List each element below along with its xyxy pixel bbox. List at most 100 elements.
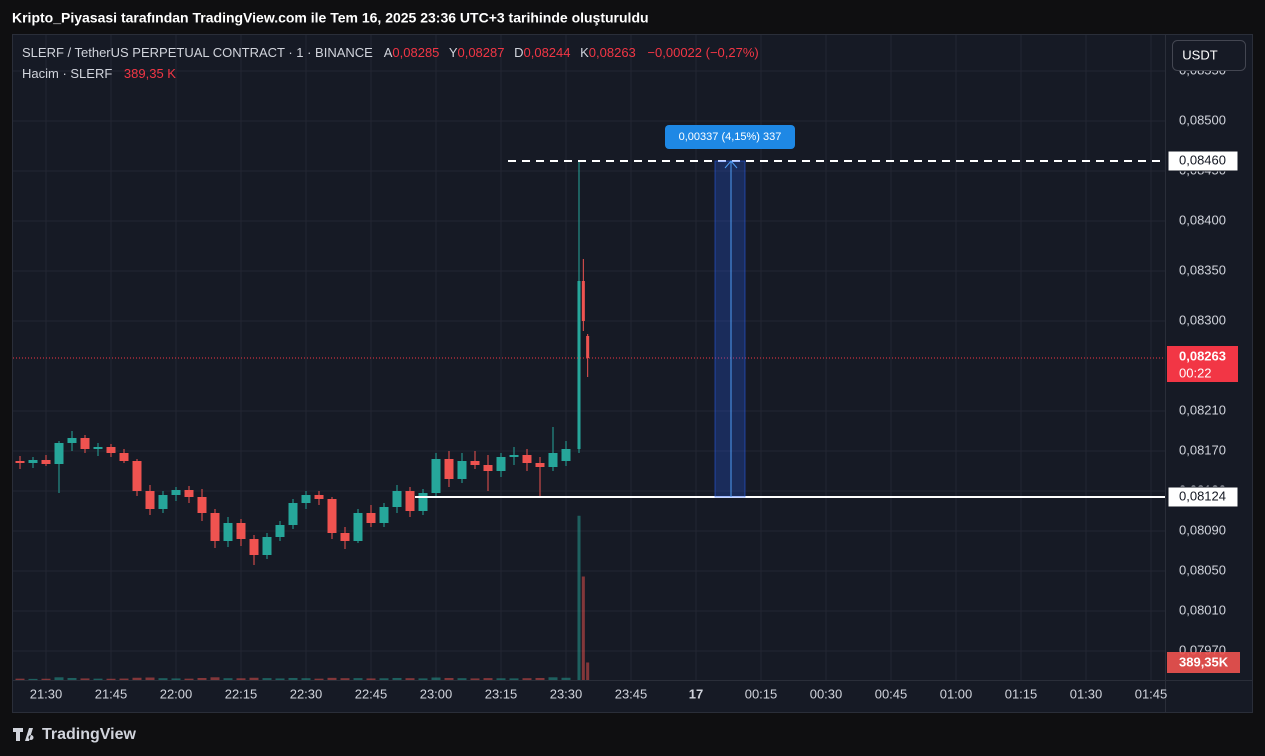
candle-body — [457, 461, 467, 479]
footer-logo: TradingView — [13, 726, 137, 743]
x-tick-label: 22:45 — [355, 686, 388, 701]
candle-body — [301, 495, 311, 503]
last-price-badge — [1167, 346, 1238, 382]
logo-icon — [13, 728, 34, 741]
candle-body — [483, 465, 493, 471]
candle-body — [223, 523, 233, 541]
candle-body — [470, 461, 480, 465]
volume-bar — [431, 677, 441, 680]
candle-body — [405, 491, 415, 511]
candle-body — [184, 490, 194, 497]
candle-body — [431, 459, 441, 493]
volume-bar — [522, 678, 532, 680]
countdown-label: 00:22 — [1179, 365, 1212, 380]
legend-low: 0,08244 — [524, 45, 571, 60]
candle-body — [41, 460, 51, 464]
currency-label[interactable]: USDT — [1182, 47, 1217, 62]
volume-bar — [535, 677, 545, 680]
volume-badge — [1167, 652, 1240, 673]
volume-bar — [158, 678, 168, 680]
legend-key: Y — [449, 45, 458, 60]
candle-body — [327, 499, 337, 533]
volume-bar — [366, 678, 376, 680]
volume-bar — [262, 678, 272, 680]
x-tick-label: 00:15 — [745, 686, 778, 701]
footer-brand: TradingView — [42, 726, 137, 743]
volume-bar — [223, 678, 233, 680]
candle-body — [444, 459, 454, 479]
legend-line: SLERF / TetherUS PERPETUAL CONTRACT · 1 … — [22, 45, 759, 60]
legend-close: 0,08263 — [589, 45, 636, 60]
y-tick-label: 0,08500 — [1179, 112, 1226, 127]
y-tick-label: 0,08350 — [1179, 262, 1226, 277]
candle-body — [80, 438, 90, 449]
volume-bar — [249, 677, 259, 680]
legend-key: D — [514, 45, 523, 60]
candle-body — [236, 523, 246, 539]
volume-bar — [314, 678, 324, 680]
candle-body — [210, 513, 220, 541]
candle-body — [171, 490, 181, 495]
volume-bar — [197, 677, 207, 680]
currency-button[interactable] — [1172, 40, 1246, 71]
x-tick-label: 22:30 — [290, 686, 323, 701]
volume-bar — [106, 678, 116, 680]
candle-body — [106, 447, 116, 453]
x-tick-label: 23:30 — [550, 686, 583, 701]
candle-body — [418, 493, 428, 511]
candle-body — [577, 281, 581, 449]
candle-body — [197, 497, 207, 513]
candle-body — [158, 495, 168, 509]
volume-bar — [405, 678, 415, 680]
candle-body — [93, 447, 103, 449]
volume-bar — [577, 515, 581, 680]
volume-bar — [509, 678, 519, 680]
overlay: 0,08263 00:22 0,00337 (4,15%) 337 0,08124 0,… — [13, 125, 1240, 673]
x-tick-label: 21:45 — [95, 686, 128, 701]
legend-volume-key: Hacim · SLERF — [22, 66, 112, 81]
candle-body — [262, 537, 272, 555]
candle-body — [561, 449, 571, 461]
x-tick-label: 17 — [689, 686, 703, 701]
plot — [15, 161, 590, 680]
volume-bar — [171, 678, 181, 680]
y-tick-label: 0,08170 — [1179, 442, 1226, 457]
candle-body — [379, 507, 389, 523]
candle-body — [522, 455, 532, 463]
volume-badge-label: 389,35K — [1179, 654, 1229, 669]
x-tick-label: 22:00 — [160, 686, 193, 701]
volume-bar — [119, 678, 129, 680]
candle-body — [581, 281, 585, 321]
x-tick-label: 00:45 — [875, 686, 908, 701]
y-tick-label: 0,08010 — [1179, 602, 1226, 617]
candle-body — [28, 460, 38, 463]
candle-body — [509, 455, 519, 457]
measure-label-bg — [665, 125, 795, 149]
volume-bar — [210, 677, 220, 680]
volume-bar — [145, 677, 155, 680]
candle-body — [15, 461, 25, 463]
volume-bar — [28, 678, 38, 680]
level-label: 0,08460 — [1179, 152, 1226, 167]
volume-bar — [470, 678, 480, 680]
x-tick-label: 23:45 — [615, 686, 648, 701]
volume-bar — [15, 678, 25, 680]
y-tick-label: 0,08050 — [1179, 562, 1226, 577]
measure-box — [714, 160, 746, 498]
legend-symbol: SLERF / TetherUS PERPETUAL CONTRACT · 1 … — [22, 45, 373, 60]
header-title: Kripto_Piyasasi tarafından TradingView.c… — [12, 10, 649, 26]
measure-arrowhead — [724, 160, 738, 169]
last-price-label: 0,08263 — [1179, 348, 1226, 363]
chart-panel — [12, 34, 1253, 713]
candle-body — [67, 438, 77, 443]
level-label: 0,08124 — [1179, 488, 1226, 503]
candle-body — [548, 453, 558, 467]
volume-bar — [327, 677, 337, 680]
legend-volume-line: Hacim · SLERF 389,35 K — [22, 66, 176, 81]
volume-bar — [54, 677, 64, 680]
y-tick-label: 0,08210 — [1179, 402, 1226, 417]
volume-bar — [444, 677, 454, 680]
volume-bar — [67, 677, 77, 680]
candle-body — [54, 443, 64, 464]
legend-change: −0,00022 (−0,27%) — [647, 45, 758, 60]
